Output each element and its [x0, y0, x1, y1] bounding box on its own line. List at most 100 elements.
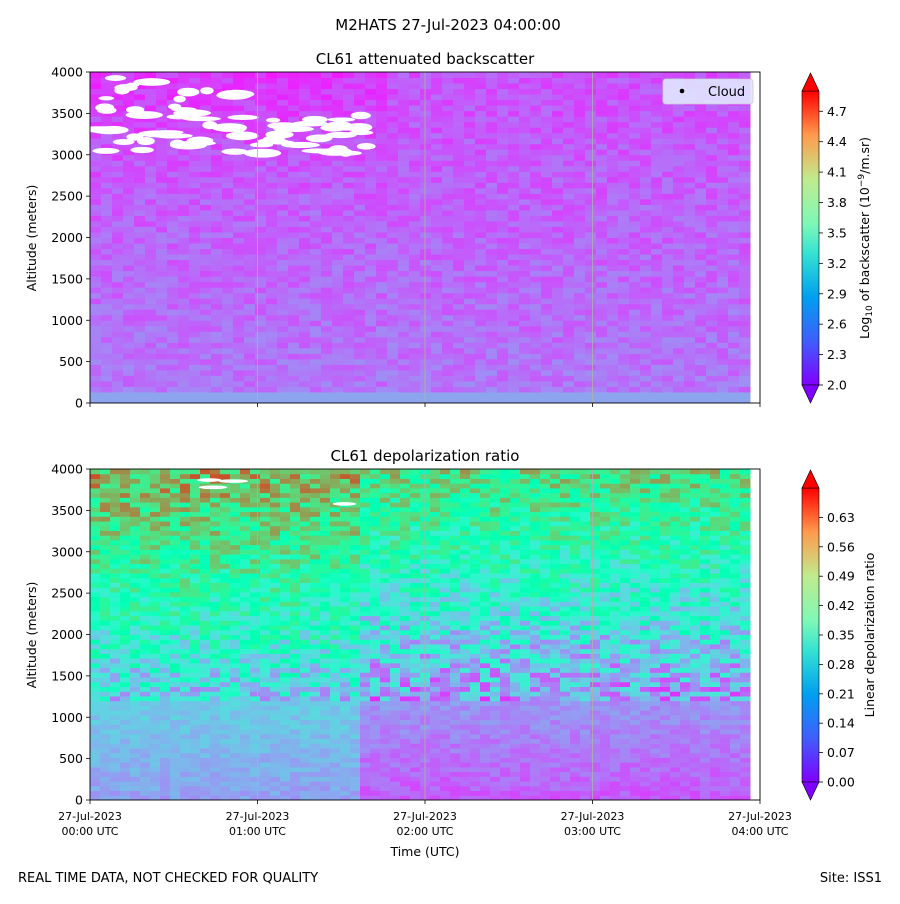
depolarization-cell — [410, 748, 421, 753]
backscatter-cell — [354, 320, 366, 326]
backscatter-cell — [596, 276, 608, 282]
backscatter-cell — [420, 94, 432, 100]
backscatter-cell — [651, 381, 663, 387]
backscatter-cell — [134, 188, 146, 194]
depolarization-cell — [710, 715, 721, 720]
backscatter-cell — [508, 320, 520, 326]
depolarization-cell — [400, 720, 411, 725]
backscatter-cell — [618, 160, 630, 166]
depolarization-cell — [270, 762, 281, 767]
depolarization-cell — [590, 734, 601, 739]
backscatter-cell — [354, 210, 366, 216]
backscatter-cell — [288, 353, 300, 359]
backscatter-cell — [508, 78, 520, 84]
backscatter-cell — [497, 260, 509, 266]
backscatter-cell — [376, 83, 388, 89]
backscatter-cell — [563, 182, 575, 188]
depolarization-cell — [740, 762, 751, 767]
depolarization-cell — [330, 786, 341, 791]
backscatter-cell — [365, 166, 377, 172]
backscatter-cell — [552, 381, 564, 387]
backscatter-cell — [596, 282, 608, 288]
backscatter-cell — [409, 298, 421, 304]
backscatter-cell — [222, 353, 234, 359]
depolarization-cell — [500, 757, 511, 762]
backscatter-cell — [409, 100, 421, 106]
backscatter-cell — [497, 105, 509, 111]
backscatter-cell — [486, 177, 498, 183]
backscatter-cell — [266, 111, 278, 117]
backscatter-cell — [398, 276, 410, 282]
backscatter-cell — [409, 193, 421, 199]
backscatter-cell — [376, 232, 388, 238]
depolarization-cell — [400, 786, 411, 791]
depolarization-cell — [310, 729, 321, 734]
depolarization-cell — [600, 734, 611, 739]
backscatter-cell — [695, 375, 707, 381]
backscatter-cell — [376, 337, 388, 343]
backscatter-cell — [640, 89, 652, 95]
backscatter-cell — [629, 83, 641, 89]
backscatter-cell — [728, 144, 740, 150]
depolarization-cell — [470, 791, 481, 796]
backscatter-cell — [354, 326, 366, 332]
backscatter-cell — [200, 160, 212, 166]
backscatter-cell — [90, 326, 102, 332]
depolarization-cell — [470, 776, 481, 781]
backscatter-cell — [233, 364, 245, 370]
depolarization-cell — [520, 710, 531, 715]
backscatter-cell — [541, 315, 553, 321]
backscatter-cell — [684, 193, 696, 199]
backscatter-cell — [684, 265, 696, 271]
depolarization-cell — [410, 767, 421, 772]
backscatter-cell — [706, 375, 718, 381]
backscatter-cell — [343, 315, 355, 321]
backscatter-cell — [739, 111, 751, 117]
backscatter-cell — [365, 78, 377, 84]
backscatter-cell — [409, 309, 421, 315]
depolarization-cell — [690, 757, 701, 762]
depolarization-cell — [350, 791, 361, 796]
backscatter-cell — [739, 271, 751, 277]
backscatter-cell — [651, 138, 663, 144]
depolarization-cell — [340, 734, 351, 739]
backscatter-cell — [508, 226, 520, 232]
depolarization-cell — [690, 739, 701, 744]
backscatter-cell — [640, 116, 652, 122]
depolarization-cell — [370, 729, 381, 734]
depolarization-cell — [160, 791, 171, 796]
depolarization-cell — [350, 739, 361, 744]
depolarization-cell — [450, 739, 461, 744]
depolarization-cell — [500, 767, 511, 772]
backscatter-cell — [365, 89, 377, 95]
backscatter-cell — [596, 232, 608, 238]
backscatter-cell — [739, 370, 751, 376]
backscatter-cell — [178, 309, 190, 315]
depolarization-cell — [700, 720, 711, 725]
depolarization-cell — [720, 710, 731, 715]
backscatter-cell — [156, 298, 168, 304]
backscatter-cell — [398, 149, 410, 155]
backscatter-cell — [673, 287, 685, 293]
backscatter-cell — [409, 215, 421, 221]
backscatter-cell — [310, 381, 322, 387]
depolarization-cell — [630, 781, 641, 786]
backscatter-cell — [519, 326, 531, 332]
cloud-free-gap — [349, 130, 373, 135]
backscatter-cell — [475, 138, 487, 144]
backscatter-cell — [563, 94, 575, 100]
backscatter-cell — [90, 342, 102, 348]
depolarization-cell — [410, 791, 421, 796]
backscatter-cell — [464, 210, 476, 216]
backscatter-cell — [167, 342, 179, 348]
backscatter-cell — [398, 122, 410, 128]
depolarization-cell — [400, 715, 411, 720]
backscatter-cell — [420, 188, 432, 194]
backscatter-cell — [244, 160, 256, 166]
depolarization-cell — [470, 743, 481, 748]
backscatter-cell — [266, 375, 278, 381]
depolarization-cell — [430, 762, 441, 767]
depolarization-cell — [520, 781, 531, 786]
backscatter-cell — [739, 193, 751, 199]
backscatter-cell — [222, 249, 234, 255]
